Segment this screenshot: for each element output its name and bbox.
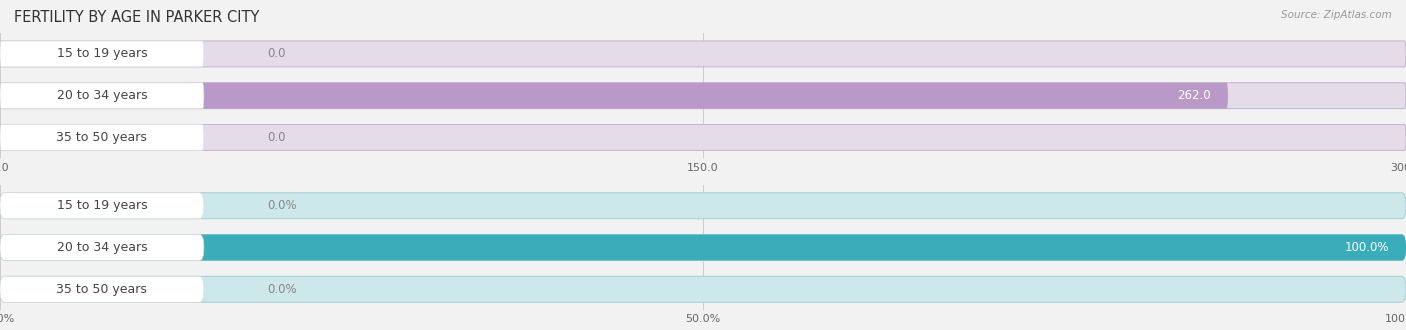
FancyBboxPatch shape [0,41,1406,67]
FancyBboxPatch shape [0,44,1406,64]
FancyBboxPatch shape [0,276,1406,302]
FancyBboxPatch shape [0,238,1406,257]
Text: 20 to 34 years: 20 to 34 years [56,241,148,254]
Text: 262.0: 262.0 [1177,89,1211,102]
FancyBboxPatch shape [0,196,1406,216]
Text: 0.0: 0.0 [267,48,285,60]
Text: 15 to 19 years: 15 to 19 years [56,199,148,212]
FancyBboxPatch shape [0,124,204,150]
Text: FERTILITY BY AGE IN PARKER CITY: FERTILITY BY AGE IN PARKER CITY [14,10,260,25]
FancyBboxPatch shape [0,83,1227,109]
Text: 0.0%: 0.0% [267,199,297,212]
Text: 0.0%: 0.0% [267,283,297,296]
Text: 20 to 34 years: 20 to 34 years [56,89,148,102]
FancyBboxPatch shape [0,124,1406,150]
FancyBboxPatch shape [0,235,1406,260]
Text: 35 to 50 years: 35 to 50 years [56,283,148,296]
FancyBboxPatch shape [0,41,204,67]
FancyBboxPatch shape [0,83,1406,109]
Text: 35 to 50 years: 35 to 50 years [56,131,148,144]
FancyBboxPatch shape [0,83,204,109]
Text: 100.0%: 100.0% [1344,241,1389,254]
FancyBboxPatch shape [0,127,1406,148]
FancyBboxPatch shape [0,235,204,260]
Text: 0.0: 0.0 [267,131,285,144]
Text: 15 to 19 years: 15 to 19 years [56,48,148,60]
FancyBboxPatch shape [0,193,204,219]
FancyBboxPatch shape [0,235,1406,260]
FancyBboxPatch shape [0,193,1406,219]
FancyBboxPatch shape [0,279,1406,299]
FancyBboxPatch shape [0,86,1406,106]
FancyBboxPatch shape [0,276,204,302]
Text: Source: ZipAtlas.com: Source: ZipAtlas.com [1281,10,1392,20]
